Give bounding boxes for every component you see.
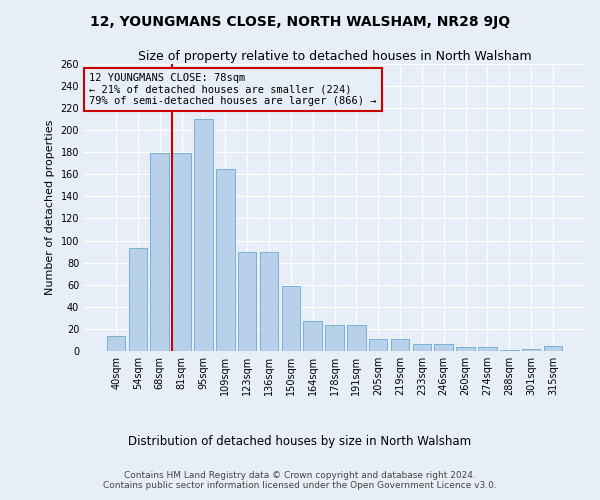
Bar [107, 336, 125, 351]
Bar [281, 286, 300, 351]
Text: 12 YOUNGMANS CLOSE: 78sqm
← 21% of detached houses are smaller (224)
79% of semi: 12 YOUNGMANS CLOSE: 78sqm ← 21% of detac… [89, 73, 377, 106]
Y-axis label: Number of detached properties: Number of detached properties [45, 120, 55, 295]
Bar [391, 338, 409, 351]
Bar [478, 348, 497, 351]
Bar [238, 252, 256, 351]
Bar [216, 169, 235, 351]
Text: Contains HM Land Registry data © Crown copyright and database right 2024.
Contai: Contains HM Land Registry data © Crown c… [103, 470, 497, 490]
Bar [369, 338, 388, 351]
Bar [128, 248, 147, 351]
Bar [325, 326, 344, 351]
Text: 12, YOUNGMANS CLOSE, NORTH WALSHAM, NR28 9JQ: 12, YOUNGMANS CLOSE, NORTH WALSHAM, NR28… [90, 15, 510, 29]
Bar [194, 120, 213, 351]
Bar [151, 154, 169, 351]
Bar [434, 344, 453, 351]
Bar [456, 348, 475, 351]
Bar [522, 348, 541, 351]
Bar [304, 321, 322, 351]
Bar [347, 326, 365, 351]
Bar [172, 154, 191, 351]
Title: Size of property relative to detached houses in North Walsham: Size of property relative to detached ho… [138, 50, 532, 63]
Bar [500, 350, 518, 351]
Text: Distribution of detached houses by size in North Walsham: Distribution of detached houses by size … [128, 435, 472, 448]
Bar [413, 344, 431, 351]
Bar [544, 346, 562, 351]
Bar [260, 252, 278, 351]
